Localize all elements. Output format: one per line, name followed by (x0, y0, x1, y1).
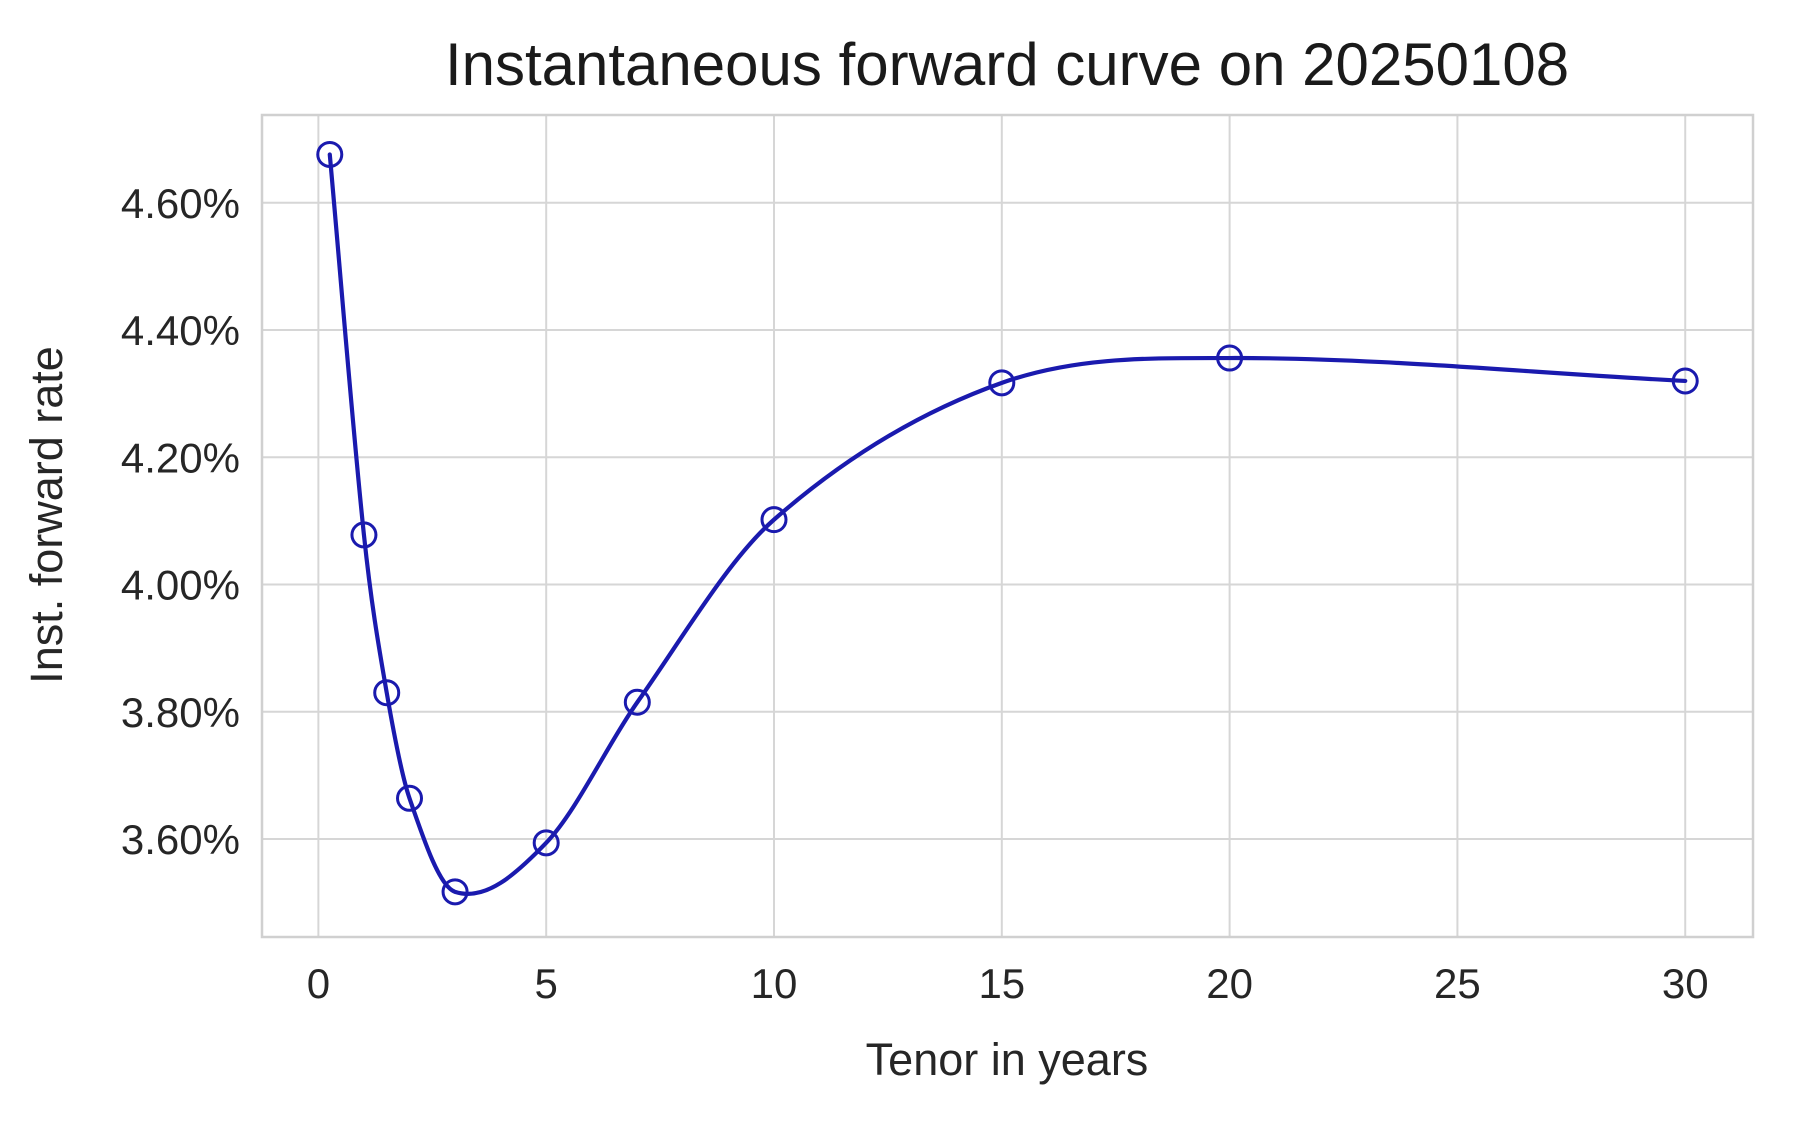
x-tick-labels: 0 5 10 15 20 25 30 (307, 960, 1709, 1007)
x-tick-label: 30 (1662, 960, 1709, 1007)
x-tick-label: 25 (1434, 960, 1481, 1007)
data-point-marker (1671, 367, 1699, 395)
data-point-marker (532, 829, 560, 857)
y-tick-label: 3.60% (121, 816, 240, 863)
plot-area (262, 115, 1753, 937)
data-point-marker (1216, 344, 1244, 372)
plot-border (260, 113, 1755, 939)
y-axis-label: Inst. forward rate (21, 346, 72, 684)
data-point-marker (373, 679, 401, 707)
x-axis-label: Tenor in years (866, 1034, 1149, 1085)
x-tick-label: 10 (751, 960, 798, 1007)
y-tick-label: 3.80% (121, 689, 240, 736)
data-point-marker (316, 140, 344, 168)
forward-curve-series (327, 152, 1688, 896)
data-point-marker (396, 784, 424, 812)
gridlines (262, 115, 1753, 937)
x-tick-label: 0 (307, 960, 330, 1007)
chart-title: Instantaneous forward curve on 20250108 (445, 31, 1569, 98)
y-tick-label: 4.60% (121, 180, 240, 227)
data-point-marker (988, 369, 1016, 397)
y-tick-labels: 3.60% 3.80% 4.00% 4.20% 4.40% 4.60% (121, 180, 240, 863)
data-point-marker (623, 688, 651, 716)
y-tick-label: 4.20% (121, 434, 240, 481)
data-point-marker (441, 878, 469, 906)
x-tick-label: 5 (535, 960, 558, 1007)
x-tick-label: 20 (1206, 960, 1253, 1007)
y-tick-label: 4.00% (121, 562, 240, 609)
x-tick-label: 15 (978, 960, 1025, 1007)
y-tick-label: 4.40% (121, 307, 240, 354)
forward-curve-line (327, 152, 1688, 896)
data-point-marker (760, 506, 788, 534)
data-point-marker (350, 521, 378, 549)
data-point-markers (316, 140, 1699, 906)
